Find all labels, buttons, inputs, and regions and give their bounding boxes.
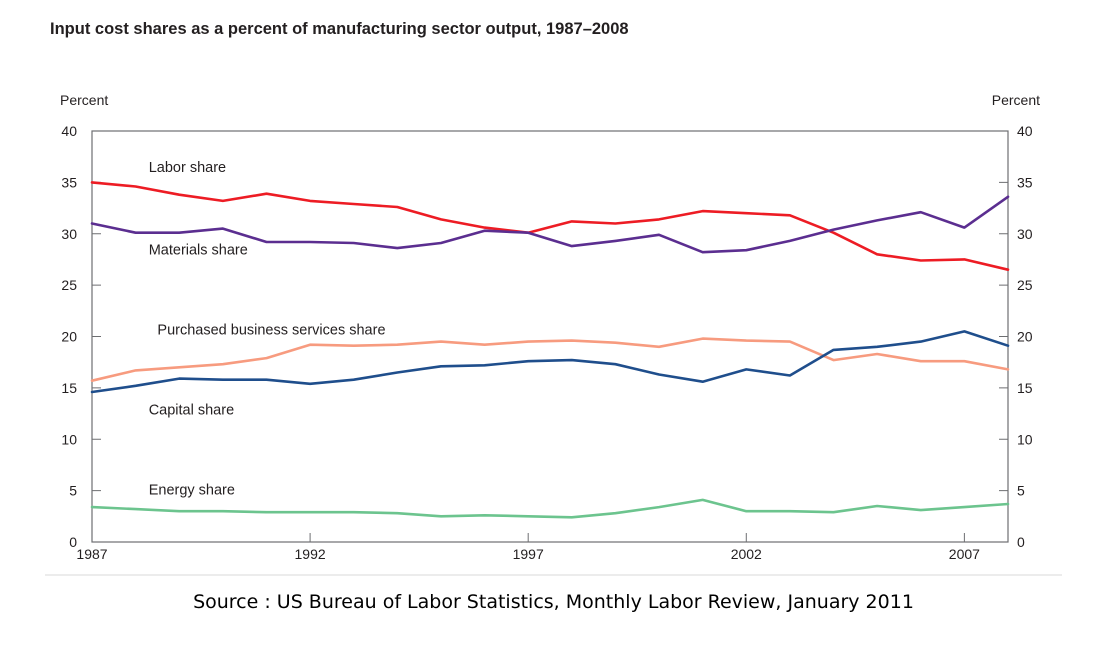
chart-title: Input cost shares as a percent of manufa… [50, 20, 629, 38]
series-label: Energy share [149, 483, 235, 499]
series-line [90, 181, 1010, 272]
series-label: Purchased business services share [157, 322, 385, 338]
series-label: Capital share [149, 403, 234, 419]
y-tick-label-right: 0 [1017, 534, 1025, 550]
series-line [90, 195, 1010, 254]
y-tick-label-left: 25 [61, 277, 77, 293]
series-line [90, 337, 1010, 383]
y-tick-label-left: 10 [61, 431, 77, 447]
y-tick-label-right: 5 [1017, 483, 1025, 499]
y-axis-title-left: Percent [60, 92, 108, 108]
y-tick-label-left: 30 [61, 226, 77, 242]
source-note: Source : US Bureau of Labor Statistics, … [193, 591, 914, 613]
y-tick-label-right: 25 [1017, 277, 1033, 293]
line-chart: Labor share Materials share Purchased busi… [45, 92, 1062, 576]
series-lines [90, 181, 1010, 519]
x-tick-label: 2007 [949, 546, 980, 562]
series-labels: Labor share Materials share Purchased busi… [149, 160, 386, 499]
series-label: Materials share [149, 242, 248, 258]
y-tick-label-left: 15 [61, 380, 77, 396]
series-line [90, 330, 1010, 394]
x-tick-label: 1992 [295, 546, 326, 562]
y-tick-label-left: 0 [69, 534, 77, 550]
y-tick-label-right: 35 [1017, 174, 1033, 190]
y-tick-label-left: 40 [61, 123, 77, 139]
y-tick-label-right: 40 [1017, 123, 1033, 139]
x-tick-label: 1997 [513, 546, 544, 562]
y-tick-label-left: 35 [61, 174, 77, 190]
y-tick-label-right: 20 [1017, 329, 1033, 345]
y-tick-label-right: 10 [1017, 431, 1033, 447]
x-tick-label: 2002 [731, 546, 762, 562]
series-line [90, 498, 1010, 519]
axes-frame [91, 130, 1009, 543]
series-label: Labor share [149, 160, 226, 176]
x-tick-label: 1987 [76, 546, 107, 562]
y-tick-label-right: 30 [1017, 226, 1033, 242]
y-tick-label-right: 15 [1017, 380, 1033, 396]
y-tick-label-left: 20 [61, 329, 77, 345]
tick-labels: 0 0 5 5 10 10 15 15 20 20 25 25 30 30 35 35 40 40 1987 1992… [60, 92, 1040, 562]
y-tick-label-left: 5 [69, 483, 77, 499]
y-axis-title-right: Percent [992, 92, 1040, 108]
